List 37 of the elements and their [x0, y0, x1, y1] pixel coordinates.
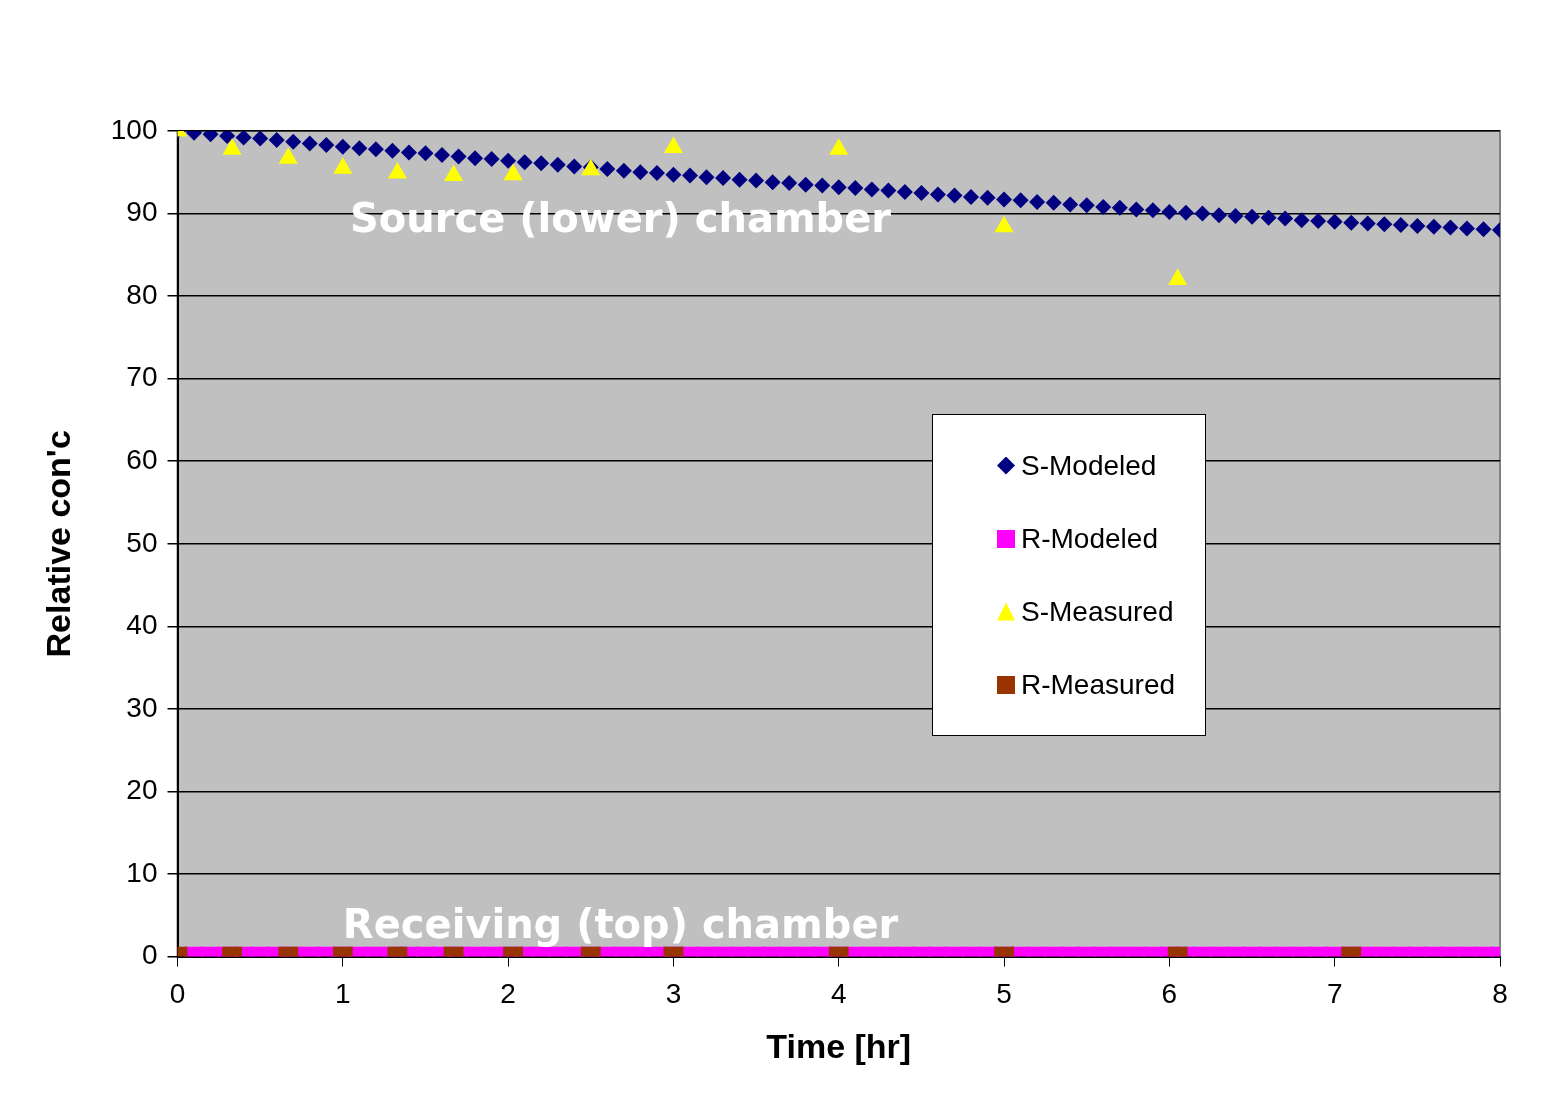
point: [387, 162, 407, 179]
x-tick-label: 7: [1326, 978, 1343, 1010]
y-tick-label: 80: [126, 278, 158, 310]
point: [278, 147, 298, 164]
y-tick-label: 90: [126, 196, 158, 228]
point: [333, 157, 353, 174]
y-tick-label: 0: [141, 939, 158, 971]
x-tick-label: 2: [500, 978, 516, 1010]
y-tick-label: 50: [126, 526, 158, 558]
x-axis-title: Time [hr]: [766, 1026, 912, 1065]
y-tick-label: 10: [126, 856, 158, 888]
point: [994, 215, 1014, 233]
point: [829, 138, 849, 155]
legend-label: R-Measured: [1021, 668, 1176, 701]
x-tick-label: 3: [665, 978, 682, 1010]
x-tick-label: 6: [1161, 978, 1178, 1010]
point: [222, 138, 242, 155]
legend-label: R-Modeled: [1021, 522, 1158, 555]
y-tick-label: 40: [126, 609, 158, 641]
y-axis-title: Relative con'c: [38, 430, 77, 658]
y-tick-label: 70: [126, 361, 158, 393]
x-tick-label: 4: [830, 978, 847, 1010]
y-tick-label: 60: [126, 443, 158, 475]
x-tick-label: 5: [996, 978, 1012, 1010]
legend-label: S-Modeled: [1021, 449, 1157, 482]
legend-label: S-Measured: [1021, 595, 1174, 628]
point: [1168, 268, 1188, 286]
x-tick-label: 0: [169, 978, 186, 1010]
y-tick-label: 30: [126, 691, 158, 723]
x-tick-label: 1: [335, 978, 351, 1010]
x-tick-label: 8: [1492, 978, 1508, 1010]
point: [663, 136, 683, 154]
y-tick-label: 20: [126, 774, 158, 806]
y-tick-label: 100: [110, 113, 158, 145]
point: [444, 164, 464, 182]
annotation: Receiving (top) chamber: [342, 901, 899, 948]
point: [503, 163, 523, 181]
